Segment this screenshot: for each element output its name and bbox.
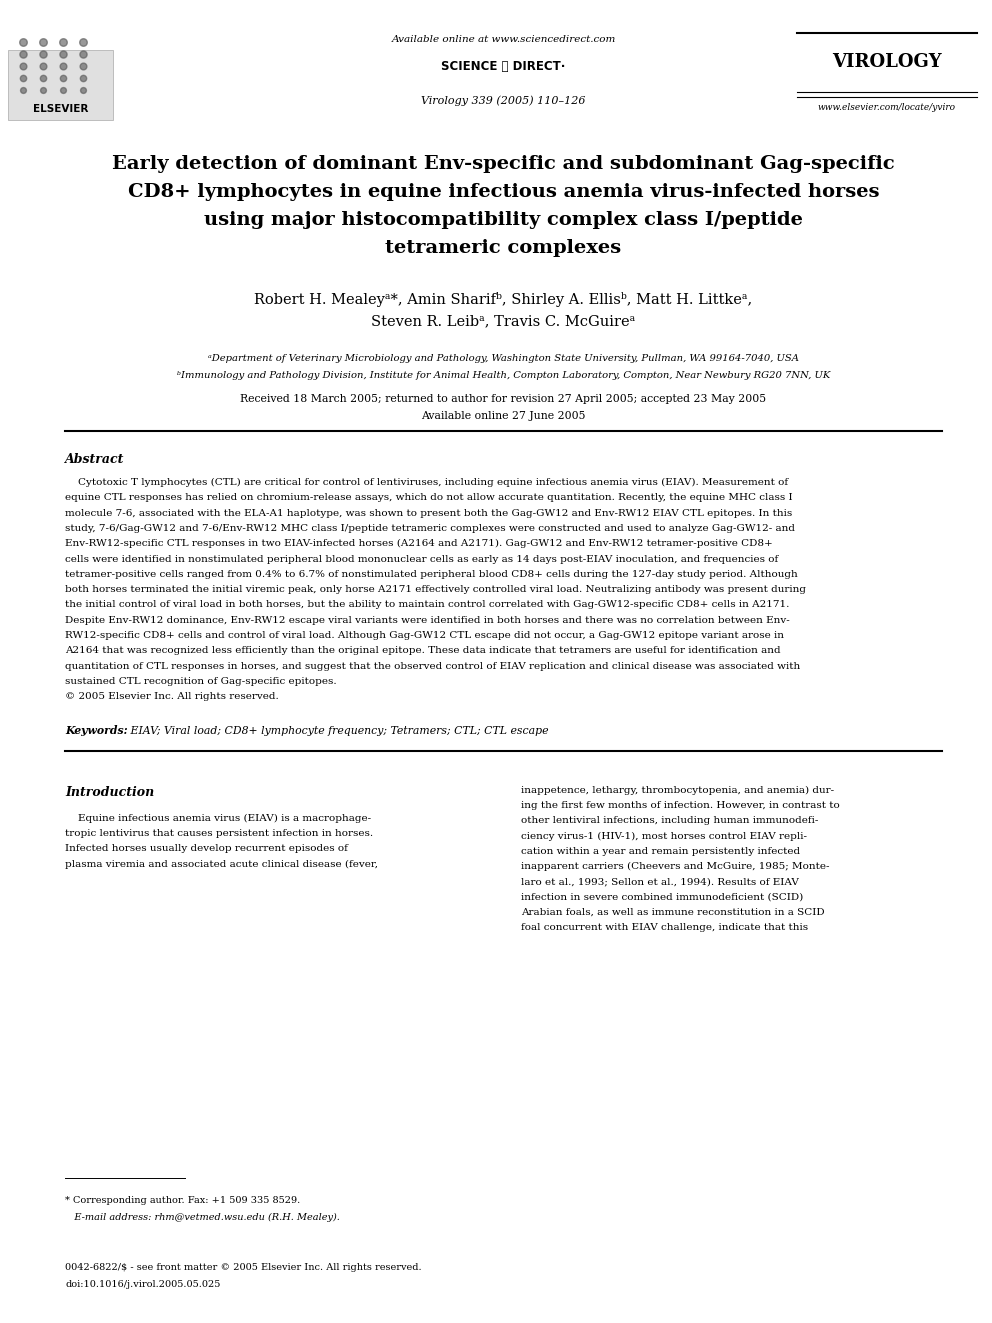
Text: tetramer-positive cells ranged from 0.4% to 6.7% of nonstimulated peripheral blo: tetramer-positive cells ranged from 0.4%… bbox=[65, 570, 798, 578]
Point bbox=[56, 79, 71, 101]
Text: Keywords:: Keywords: bbox=[65, 725, 128, 737]
Text: doi:10.1016/j.virol.2005.05.025: doi:10.1016/j.virol.2005.05.025 bbox=[65, 1279, 220, 1289]
Point bbox=[56, 67, 71, 89]
Text: inappetence, lethargy, thrombocytopenia, and anemia) dur-: inappetence, lethargy, thrombocytopenia,… bbox=[521, 786, 834, 795]
Text: EIAV; Viral load; CD8+ lymphocyte frequency; Tetramers; CTL; CTL escape: EIAV; Viral load; CD8+ lymphocyte freque… bbox=[127, 725, 549, 736]
Text: sustained CTL recognition of Gag-specific epitopes.: sustained CTL recognition of Gag-specifi… bbox=[65, 677, 336, 685]
Text: laro et al., 1993; Sellon et al., 1994). Results of EIAV: laro et al., 1993; Sellon et al., 1994).… bbox=[521, 877, 799, 886]
Text: other lentiviral infections, including human immunodefi-: other lentiviral infections, including h… bbox=[521, 816, 818, 826]
Text: E-mail address: rhm@vetmed.wsu.edu (R.H. Mealey).: E-mail address: rhm@vetmed.wsu.edu (R.H.… bbox=[65, 1213, 340, 1222]
Bar bbox=[8, 50, 113, 120]
Point bbox=[75, 44, 91, 65]
Text: ELSEVIER: ELSEVIER bbox=[33, 103, 88, 114]
Text: cation within a year and remain persistently infected: cation within a year and remain persiste… bbox=[521, 847, 801, 856]
Text: Env-RW12-specific CTL responses in two EIAV-infected horses (A2164 and A2171). G: Env-RW12-specific CTL responses in two E… bbox=[65, 540, 773, 548]
Text: both horses terminated the initial viremic peak, only horse A2171 effectively co: both horses terminated the initial virem… bbox=[65, 585, 806, 594]
Text: study, 7-6/Gag-GW12 and 7-6/Env-RW12 MHC class I/peptide tetrameric complexes we: study, 7-6/Gag-GW12 and 7-6/Env-RW12 MHC… bbox=[65, 524, 795, 533]
Text: using major histocompatibility complex class I/peptide: using major histocompatibility complex c… bbox=[204, 210, 803, 229]
Text: Despite Env-RW12 dominance, Env-RW12 escape viral variants were identified in bo: Despite Env-RW12 dominance, Env-RW12 esc… bbox=[65, 615, 790, 624]
Text: Introduction: Introduction bbox=[65, 786, 154, 799]
Text: 0042-6822/$ - see front matter © 2005 Elsevier Inc. All rights reserved.: 0042-6822/$ - see front matter © 2005 El… bbox=[65, 1263, 422, 1271]
Point bbox=[15, 56, 31, 77]
Text: Robert H. Mealeyᵃ*, Amin Sharifᵇ, Shirley A. Ellisᵇ, Matt H. Littkeᵃ,: Robert H. Mealeyᵃ*, Amin Sharifᵇ, Shirle… bbox=[254, 292, 753, 307]
Text: Received 18 March 2005; returned to author for revision 27 April 2005; accepted : Received 18 March 2005; returned to auth… bbox=[240, 394, 767, 404]
Point bbox=[15, 79, 31, 101]
Point bbox=[75, 32, 91, 53]
Text: * Corresponding author. Fax: +1 509 335 8529.: * Corresponding author. Fax: +1 509 335 … bbox=[65, 1196, 301, 1205]
Text: Arabian foals, as well as immune reconstitution in a SCID: Arabian foals, as well as immune reconst… bbox=[521, 908, 824, 917]
Text: VIROLOGY: VIROLOGY bbox=[832, 53, 941, 71]
Point bbox=[15, 44, 31, 65]
Text: CD8+ lymphocytes in equine infectious anemia virus-infected horses: CD8+ lymphocytes in equine infectious an… bbox=[128, 183, 879, 201]
Point bbox=[56, 44, 71, 65]
Text: tropic lentivirus that causes persistent infection in horses.: tropic lentivirus that causes persistent… bbox=[65, 828, 373, 837]
Point bbox=[15, 67, 31, 89]
Text: Cytotoxic T lymphocytes (CTL) are critical for control of lentiviruses, includin: Cytotoxic T lymphocytes (CTL) are critic… bbox=[65, 478, 788, 487]
Point bbox=[75, 79, 91, 101]
Text: ciency virus-1 (HIV-1), most horses control EIAV repli-: ciency virus-1 (HIV-1), most horses cont… bbox=[521, 831, 807, 840]
Text: Available online at www.sciencedirect.com: Available online at www.sciencedirect.co… bbox=[391, 34, 616, 44]
Point bbox=[35, 32, 51, 53]
Text: RW12-specific CD8+ cells and control of viral load. Although Gag-GW12 CTL escape: RW12-specific CD8+ cells and control of … bbox=[65, 631, 784, 640]
Text: ᵇImmunology and Pathology Division, Institute for Animal Health, Compton Laborat: ᵇImmunology and Pathology Division, Inst… bbox=[177, 370, 830, 380]
Text: Virology 339 (2005) 110–126: Virology 339 (2005) 110–126 bbox=[422, 95, 585, 106]
Text: foal concurrent with EIAV challenge, indicate that this: foal concurrent with EIAV challenge, ind… bbox=[521, 923, 808, 933]
Text: Equine infectious anemia virus (EIAV) is a macrophage-: Equine infectious anemia virus (EIAV) is… bbox=[65, 814, 371, 823]
Point bbox=[15, 32, 31, 53]
Text: ing the first few months of infection. However, in contrast to: ing the first few months of infection. H… bbox=[521, 800, 840, 810]
Text: plasma viremia and associated acute clinical disease (fever,: plasma viremia and associated acute clin… bbox=[65, 860, 378, 868]
Text: © 2005 Elsevier Inc. All rights reserved.: © 2005 Elsevier Inc. All rights reserved… bbox=[65, 692, 279, 701]
Point bbox=[56, 56, 71, 77]
Text: A2164 that was recognized less efficiently than the original epitope. These data: A2164 that was recognized less efficient… bbox=[65, 647, 781, 655]
Text: quantitation of CTL responses in horses, and suggest that the observed control o: quantitation of CTL responses in horses,… bbox=[65, 662, 801, 671]
Text: the initial control of viral load in both horses, but the ability to maintain co: the initial control of viral load in bot… bbox=[65, 601, 790, 610]
Text: Abstract: Abstract bbox=[65, 452, 124, 466]
Text: tetrameric complexes: tetrameric complexes bbox=[386, 239, 622, 257]
Text: ᵃDepartment of Veterinary Microbiology and Pathology, Washington State Universit: ᵃDepartment of Veterinary Microbiology a… bbox=[208, 355, 799, 363]
Text: equine CTL responses has relied on chromium-release assays, which do not allow a: equine CTL responses has relied on chrom… bbox=[65, 493, 793, 503]
Text: SCIENCE ⓓ DIRECT·: SCIENCE ⓓ DIRECT· bbox=[441, 60, 565, 73]
Text: infection in severe combined immunodeficient (SCID): infection in severe combined immunodefic… bbox=[521, 893, 804, 901]
Point bbox=[75, 56, 91, 77]
Point bbox=[35, 56, 51, 77]
Text: cells were identified in nonstimulated peripheral blood mononuclear cells as ear: cells were identified in nonstimulated p… bbox=[65, 554, 779, 564]
Text: molecule 7-6, associated with the ELA-A1 haplotype, was shown to present both th: molecule 7-6, associated with the ELA-A1… bbox=[65, 508, 793, 517]
Point bbox=[56, 32, 71, 53]
Text: Steven R. Leibᵃ, Travis C. McGuireᵃ: Steven R. Leibᵃ, Travis C. McGuireᵃ bbox=[371, 314, 636, 328]
Point bbox=[35, 79, 51, 101]
Text: Infected horses usually develop recurrent episodes of: Infected horses usually develop recurren… bbox=[65, 844, 348, 853]
Text: www.elsevier.com/locate/yviro: www.elsevier.com/locate/yviro bbox=[818, 103, 956, 112]
Point bbox=[35, 67, 51, 89]
Text: inapparent carriers (Cheevers and McGuire, 1985; Monte-: inapparent carriers (Cheevers and McGuir… bbox=[521, 863, 829, 871]
Point bbox=[75, 67, 91, 89]
Text: Early detection of dominant Env-specific and subdominant Gag-specific: Early detection of dominant Env-specific… bbox=[112, 155, 895, 173]
Text: Available online 27 June 2005: Available online 27 June 2005 bbox=[422, 411, 585, 421]
Point bbox=[35, 44, 51, 65]
